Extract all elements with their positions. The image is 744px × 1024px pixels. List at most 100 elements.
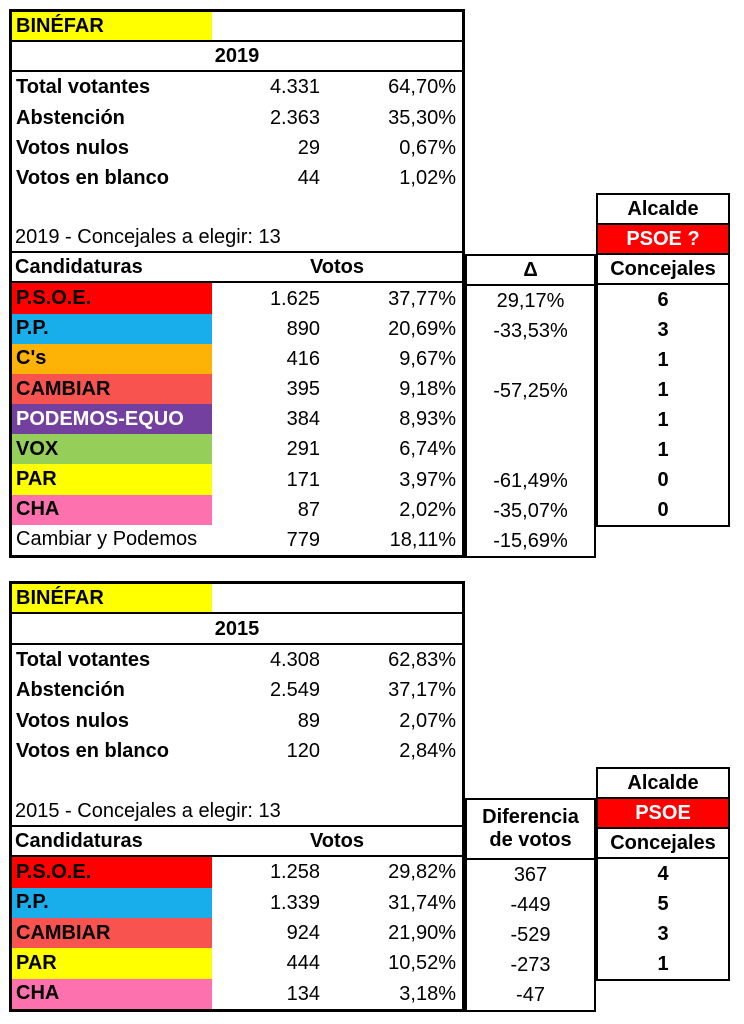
party-pct: 20,69% — [388, 317, 456, 340]
stat-pct: 37,17% — [388, 679, 456, 702]
concejales-value: 3 — [657, 922, 669, 945]
delta-value — [467, 436, 594, 466]
stat-pct: 35,30% — [388, 106, 456, 129]
concejales-value: 1 — [657, 348, 669, 371]
stat-label: Votos en blanco — [16, 739, 169, 762]
delta-column-2019: Δ 29,17% -33,53% -57,25% -61,49% -35,07%… — [465, 254, 596, 558]
table-row: 2019 - Concejales a elegir: 13 — [12, 223, 462, 254]
party-votes: 444 — [286, 952, 320, 975]
party-votes: 924 — [286, 922, 320, 945]
party-votes: 395 — [286, 378, 320, 401]
stat-pct: 64,70% — [388, 76, 456, 99]
party-color-band: VOX — [12, 434, 212, 465]
diferencia-header-line1: Diferencia — [482, 806, 579, 828]
party-row: PAR 444 10,52% — [12, 948, 462, 979]
party-color-band: P.P. — [12, 887, 212, 918]
table-row: 2015 — [12, 614, 462, 645]
concejales-value: 6 — [657, 288, 669, 311]
delta-value: -35,07% — [493, 499, 568, 522]
concejales-value: 5 — [657, 892, 669, 915]
town-cell: BINÉFAR — [12, 584, 212, 613]
concejales-header: Concejales — [598, 829, 728, 859]
party-color-band: PODEMOS-EQUO — [12, 404, 212, 435]
table-header-row: Candidaturas Votos — [12, 253, 462, 284]
stat-label: Votos en blanco — [16, 166, 169, 189]
party-name: Cambiar y Podemos — [16, 528, 198, 551]
party-row: PAR 171 3,97% — [12, 464, 462, 495]
stat-pct: 2,84% — [399, 739, 456, 762]
alcalde-header: Alcalde — [598, 195, 728, 225]
column-header-candidaturas: Candidaturas — [15, 256, 143, 279]
column-header-candidaturas: Candidaturas — [15, 830, 143, 853]
stat-value: 44 — [297, 166, 320, 189]
concejales-value: 1 — [657, 952, 669, 975]
concejales-value: 4 — [657, 862, 669, 885]
table-row: Total votantes 4.331 64,70% — [12, 72, 462, 102]
delta-value: -61,49% — [493, 469, 568, 492]
party-row: C's 416 9,67% — [12, 343, 462, 374]
party-pct: 9,67% — [399, 347, 456, 370]
party-color-band: PAR — [12, 464, 212, 495]
delta-value: -33,53% — [493, 319, 568, 342]
party-row: Cambiar y Podemos 779 18,11% — [12, 525, 462, 555]
party-pct: 3,18% — [399, 982, 456, 1005]
party-row: CAMBIAR 924 21,90% — [12, 917, 462, 949]
delta-value — [467, 346, 594, 376]
party-pct: 6,74% — [399, 438, 456, 461]
party-votes: 1.625 — [269, 287, 320, 310]
main-table-2019: BINÉFAR 2019 Total votantes 4.331 64,70%… — [9, 9, 465, 558]
stat-value: 2.363 — [269, 106, 320, 129]
stat-label: Votos nulos — [16, 709, 129, 732]
delta-value: -57,25% — [493, 379, 568, 402]
year-cell: 2019 — [214, 45, 260, 68]
diferencia-value: -449 — [510, 893, 551, 916]
concejales-value: 0 — [657, 498, 669, 521]
party-pct: 9,18% — [399, 378, 456, 401]
table-row: 2015 - Concejales a elegir: 13 — [12, 797, 462, 827]
party-votes: 134 — [286, 982, 320, 1005]
main-table-2015: BINÉFAR 2015 Total votantes 4.308 62,83%… — [9, 581, 465, 1012]
diferencia-value: -47 — [516, 983, 545, 1006]
diferencia-value: -273 — [510, 953, 551, 976]
party-row: P.S.O.E. 1.625 37,77% — [12, 283, 462, 314]
party-color-band: CHA — [12, 494, 212, 525]
stat-value: 120 — [286, 739, 320, 762]
party-color-band: P.S.O.E. — [12, 857, 212, 888]
concejales-value: 1 — [657, 378, 669, 401]
alcalde-header: Alcalde — [598, 769, 728, 799]
table-row: BINÉFAR — [12, 12, 462, 43]
party-votes: 384 — [286, 408, 320, 431]
party-votes: 779 — [286, 528, 320, 551]
concejales-value: 3 — [657, 318, 669, 341]
party-row: P.P. 1.339 31,74% — [12, 887, 462, 918]
blank-row — [12, 193, 462, 223]
note-cell: 2015 - Concejales a elegir: 13 — [15, 799, 281, 822]
party-row: VOX 291 6,74% — [12, 434, 462, 465]
table-row: 2019 — [12, 42, 462, 73]
party-votes: 1.258 — [269, 861, 320, 884]
stat-label: Total votantes — [16, 648, 151, 671]
alcalde-party-badge: PSOE — [598, 799, 728, 829]
party-color-band: CHA — [12, 978, 212, 1009]
diferencia-header-line2: de votos — [489, 829, 572, 851]
stat-value: 89 — [297, 709, 320, 732]
diferencia-value: -529 — [510, 923, 551, 946]
party-votes: 87 — [297, 498, 320, 521]
concejales-header: Concejales — [598, 255, 728, 285]
party-pct: 29,82% — [388, 861, 456, 884]
stat-label: Abstención — [16, 679, 125, 702]
party-row: CAMBIAR 395 9,18% — [12, 373, 462, 405]
delta-value: -15,69% — [493, 529, 568, 552]
table-row: Votos nulos 29 0,67% — [12, 133, 462, 163]
stat-label: Votos nulos — [16, 136, 129, 159]
alcalde-concejales-box-2019: Alcalde PSOE ? Concejales 6 3 1 1 1 1 0 … — [596, 193, 730, 527]
party-color-band: P.P. — [12, 313, 212, 344]
delta-header: Δ — [467, 256, 594, 286]
party-pct: 10,52% — [388, 952, 456, 975]
party-votes: 291 — [286, 438, 320, 461]
stat-value: 4.331 — [269, 76, 320, 99]
stat-value: 29 — [297, 136, 320, 159]
blank-row — [12, 766, 462, 796]
party-pct: 2,02% — [399, 498, 456, 521]
